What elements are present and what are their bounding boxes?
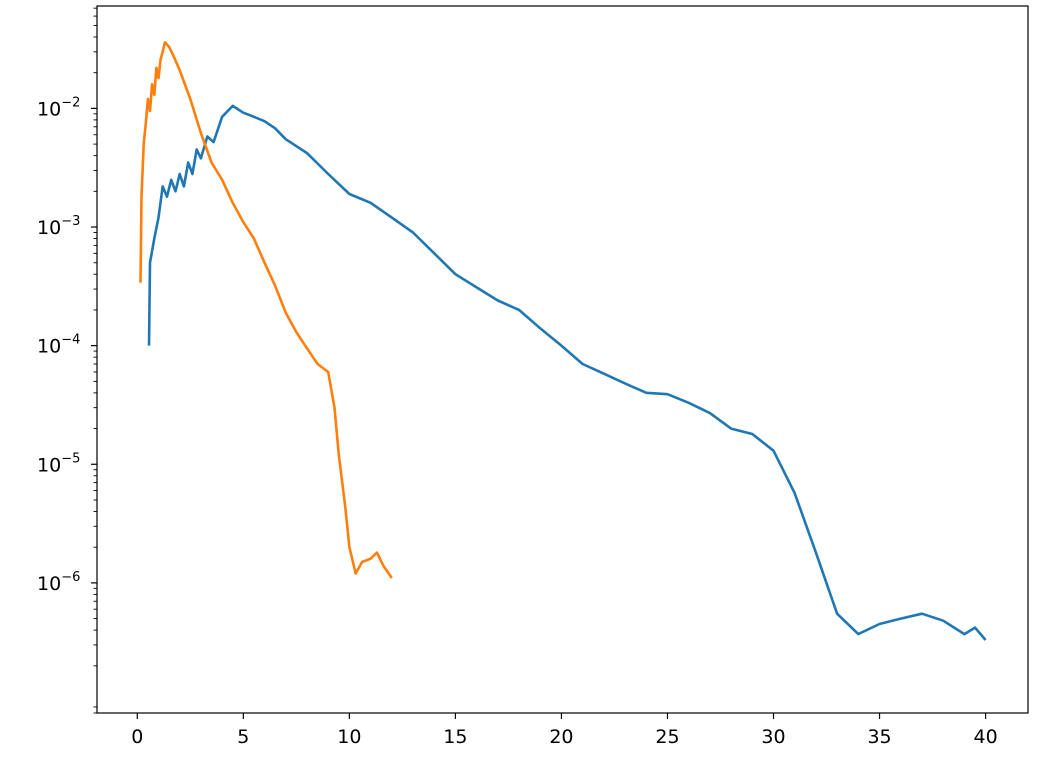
y-axis: 10−2 10−3 10−4 10−5 10−6: [37, 7, 97, 714]
x-tick-label: 20: [549, 726, 573, 748]
x-tick-label: 35: [867, 726, 891, 748]
plot-frame: [96, 5, 1029, 714]
series-line-0: [147, 104, 987, 641]
y-tick-label: 10−6: [37, 570, 80, 595]
y-tick-label: 10−3: [37, 214, 80, 239]
x-tick-label: 40: [973, 726, 997, 748]
y-tick-label: 10−2: [37, 95, 80, 120]
x-tick-label: 25: [655, 726, 679, 748]
x-tick-label: 10: [337, 726, 361, 748]
series-line-1: [139, 41, 393, 579]
x-tick-label: 30: [761, 726, 785, 748]
y-tick-label: 10−4: [37, 333, 80, 358]
x-axis: 0 5 10 15 20 25 30 35 40: [131, 713, 998, 748]
x-tick-label: 0: [131, 726, 143, 748]
series-layer: [139, 41, 987, 641]
x-tick-label: 15: [443, 726, 467, 748]
y-tick-label: 10−5: [37, 451, 80, 476]
x-tick-label: 5: [237, 726, 249, 748]
